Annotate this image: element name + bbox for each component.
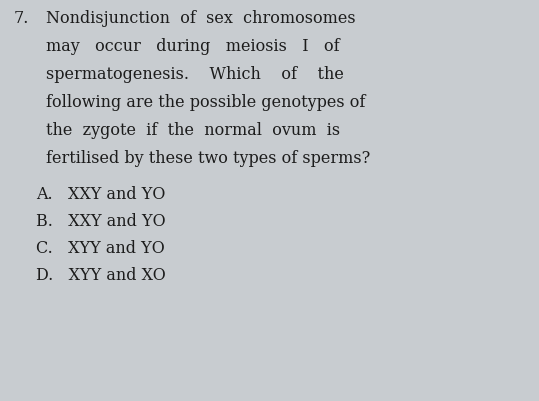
Text: may   occur   during   meiosis   I   of: may occur during meiosis I of xyxy=(46,38,340,55)
Text: the  zygote  if  the  normal  ovum  is: the zygote if the normal ovum is xyxy=(46,122,340,139)
Text: fertilised by these two types of sperms?: fertilised by these two types of sperms? xyxy=(46,150,370,167)
Text: Nondisjunction  of  sex  chromosomes: Nondisjunction of sex chromosomes xyxy=(46,10,356,27)
Text: C.   XYY and YO: C. XYY and YO xyxy=(36,240,165,257)
Text: D.   XYY and XO: D. XYY and XO xyxy=(36,267,166,284)
Text: spermatogenesis.    Which    of    the: spermatogenesis. Which of the xyxy=(46,66,344,83)
Text: A.   XXY and YO: A. XXY and YO xyxy=(36,186,165,203)
Text: 7.: 7. xyxy=(14,10,29,27)
Text: following are the possible genotypes of: following are the possible genotypes of xyxy=(46,94,365,111)
Text: B.   XXY and YO: B. XXY and YO xyxy=(36,213,165,230)
